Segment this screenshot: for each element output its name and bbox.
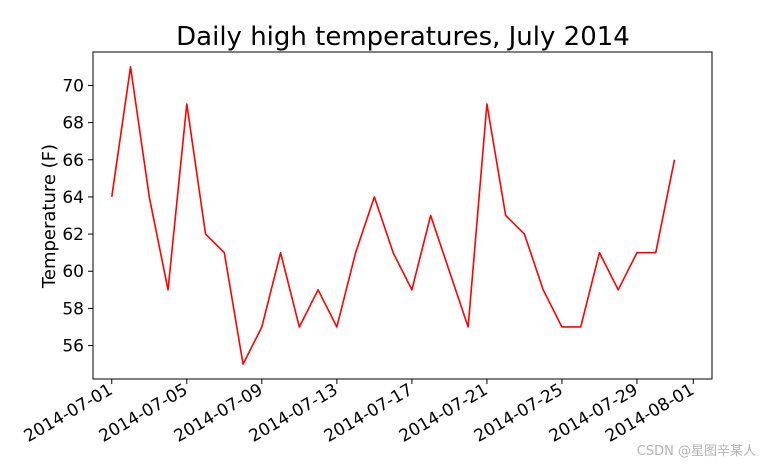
chart-title: Daily high temperatures, July 2014 xyxy=(176,22,630,52)
y-tick-label: 58 xyxy=(62,299,84,319)
watermark: CSDN @星图辛某人 xyxy=(636,444,756,459)
plot-frame xyxy=(92,51,713,380)
y-tick-label: 60 xyxy=(62,262,84,282)
y-axis-label: Temperature (F) xyxy=(39,144,60,289)
y-tick-label: 62 xyxy=(62,225,84,245)
plot-area: 56586062646668702014-07-012014-07-052014… xyxy=(21,51,713,447)
y-tick-label: 66 xyxy=(62,151,84,171)
y-tick-label: 56 xyxy=(62,337,84,357)
y-tick-label: 70 xyxy=(62,76,84,96)
y-tick-label: 64 xyxy=(62,188,84,208)
series-line-0 xyxy=(110,66,676,365)
y-tick-label: 68 xyxy=(62,114,84,134)
